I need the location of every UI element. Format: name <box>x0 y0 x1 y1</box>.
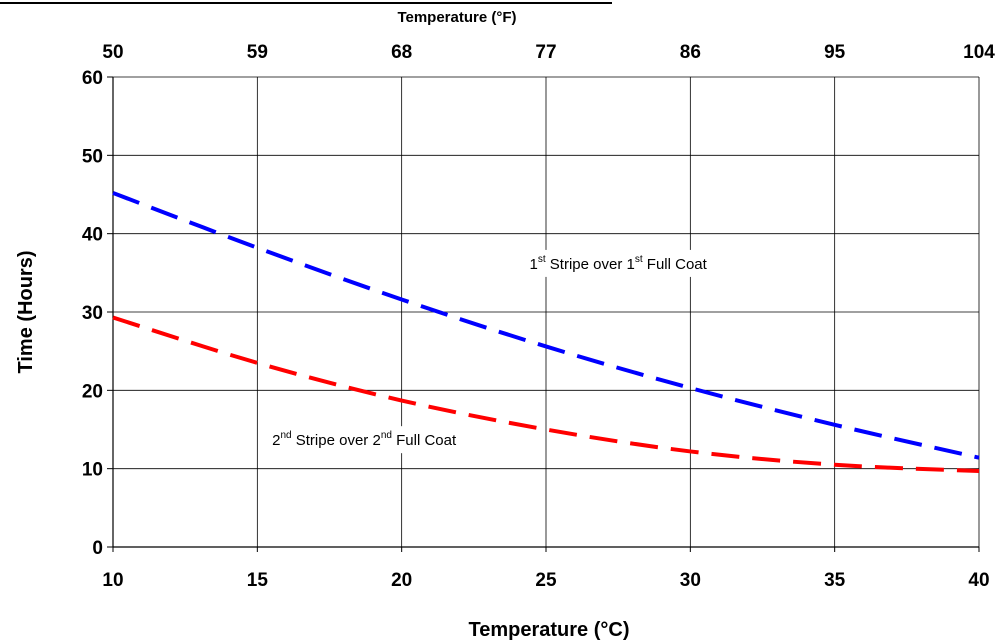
y-tick-label: 30 <box>82 303 103 324</box>
annotation-text: Stripe over 2 <box>292 432 381 449</box>
y-tick-label: 10 <box>82 460 103 481</box>
annotation-text: Full Coat <box>392 432 457 449</box>
x-tick-label: 35 <box>824 570 846 591</box>
annotation-superscript: nd <box>280 430 291 441</box>
gridlines <box>113 76 980 547</box>
x-tick-label: 15 <box>247 570 269 591</box>
axes <box>107 76 980 552</box>
annotation-background <box>523 249 714 277</box>
x2-tick-label: 50 <box>102 42 123 63</box>
x2-tick-label: 77 <box>535 42 556 63</box>
series-annotation: 1st Stripe over 1st Full Coat <box>530 254 708 273</box>
annotation-background <box>266 426 463 454</box>
x2-tick-label: 104 <box>963 42 995 63</box>
series-annotation: 2nd Stripe over 2nd Full Coat <box>272 430 457 449</box>
y-tick-label: 20 <box>82 381 103 402</box>
y-tick-label: 0 <box>92 538 103 559</box>
annotation-superscript: st <box>635 254 643 265</box>
series-line-2 <box>112 315 980 474</box>
y-axis-title: Time (Hours) <box>15 251 37 374</box>
x2-axis-title: Temperature (°F) <box>397 9 516 26</box>
annotation-text: Stripe over 1 <box>546 256 635 273</box>
y-tick-label: 50 <box>82 146 103 167</box>
x2-tick-label: 68 <box>391 42 412 63</box>
annotation-text: 1 <box>530 256 538 273</box>
x-tick-label: 20 <box>391 570 412 591</box>
x-tick-label: 40 <box>968 570 989 591</box>
annotation-text: Full Coat <box>643 256 708 273</box>
annotation-superscript: nd <box>381 430 392 441</box>
x-tick-label: 30 <box>680 570 701 591</box>
x-axis-title: Temperature (°C) <box>469 619 630 641</box>
x2-tick-label: 86 <box>680 42 701 63</box>
series-line-1 <box>112 191 980 460</box>
series-lines <box>112 191 980 474</box>
x2-tick-label: 59 <box>247 42 268 63</box>
x-tick-label: 25 <box>535 570 557 591</box>
x2-tick-label: 95 <box>824 42 846 63</box>
annotation-text: 2 <box>272 432 280 449</box>
tick-labels: 10 15 20 25 30 35 40 50 59 68 77 86 95 104 0 10 20 30 40 50… <box>82 42 995 591</box>
annotation-superscript: st <box>538 254 546 265</box>
y-tick-label: 40 <box>82 225 103 246</box>
x-tick-label: 10 <box>102 570 123 591</box>
y-tick-label: 60 <box>82 68 103 89</box>
